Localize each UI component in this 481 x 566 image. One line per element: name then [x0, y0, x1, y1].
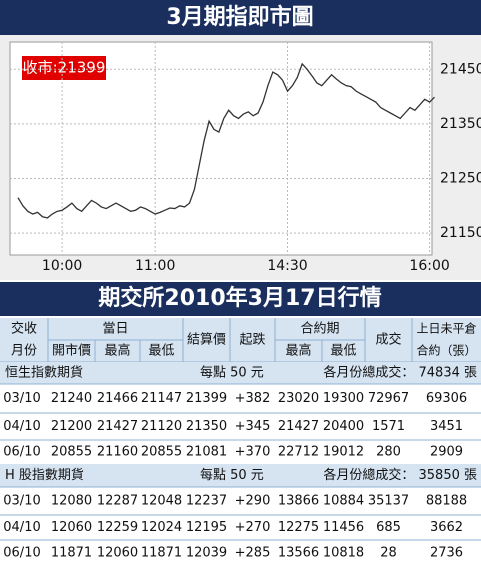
table-text: 合約（張）: [416, 343, 476, 358]
table-text: 最低: [330, 344, 356, 359]
table-text: 88188: [426, 494, 467, 509]
table-text: 最高: [285, 343, 311, 359]
table-text: 月份: [11, 344, 37, 359]
table-text: 11871: [141, 546, 182, 561]
y-tick-label: 21350: [440, 116, 481, 132]
table-text: H 股指數期貨: [5, 467, 84, 483]
table-text: 12259: [97, 520, 138, 535]
table-text: 3451: [430, 419, 463, 434]
table-text: 685: [376, 520, 401, 535]
table-text: 21399: [186, 391, 227, 406]
table-text: 每點 50 元: [200, 365, 264, 381]
table-text: 交收: [11, 321, 37, 337]
table-text: +290: [235, 494, 271, 509]
table-text: 最高: [104, 343, 130, 359]
x-tick-label: 11:00: [135, 258, 175, 274]
table-text: 各月份總成交： 74834 張: [323, 365, 477, 381]
table-text: 69306: [426, 391, 467, 406]
table-text: 03/10: [3, 494, 40, 509]
section-bg: [0, 362, 481, 384]
table-text: 21081: [186, 445, 227, 460]
table-text: 06/10: [3, 546, 40, 561]
table-text: 280: [376, 445, 401, 460]
table-title: 期交所2010年3月17日行情: [98, 285, 381, 311]
table-text: 21120: [141, 419, 182, 434]
table-text: 72967: [368, 391, 409, 406]
table-text: 20855: [141, 445, 182, 460]
x-tick-label: 10:00: [42, 258, 82, 274]
table-text: +270: [235, 520, 271, 535]
table-text: 11456: [323, 520, 364, 535]
table-text: 20400: [323, 419, 364, 434]
table-text: 12275: [278, 520, 319, 535]
table-text: 10884: [323, 494, 364, 509]
table-text: 1571: [372, 419, 405, 434]
table-text: 各月份總成交： 35850 張: [323, 467, 477, 483]
table-text: 起跌: [239, 332, 265, 348]
table-text: 恒生指數期貨: [5, 365, 83, 381]
table-text: 12237: [186, 494, 227, 509]
table-text: 每點 50 元: [200, 467, 264, 483]
title-bar: [0, 0, 481, 35]
table-text: 19012: [323, 445, 364, 460]
table-text: 06/10: [3, 445, 40, 460]
table-text: 最低: [148, 344, 174, 359]
table-text: 12060: [97, 546, 138, 561]
table-text: 21160: [97, 445, 138, 460]
table-text: 11871: [51, 546, 92, 561]
table-text: 開市價: [52, 343, 91, 359]
table-text: 12060: [51, 520, 92, 535]
table-text: 2736: [430, 546, 463, 561]
price-line: [17, 62, 435, 219]
table-text: +285: [235, 546, 271, 561]
table-text: 12024: [141, 520, 182, 535]
table-text: +370: [235, 445, 271, 460]
table-text: 19300: [323, 391, 364, 406]
table-text: 3662: [430, 520, 463, 535]
table-text: 10818: [323, 546, 364, 561]
table-text: 21350: [186, 419, 227, 434]
table-text: 23020: [278, 391, 319, 406]
table-text: 2909: [430, 445, 463, 460]
table-text: 35137: [368, 494, 409, 509]
table-text: 12039: [186, 546, 227, 561]
close-label: 收市:21399: [23, 59, 106, 77]
y-tick-label: 21450: [440, 61, 481, 77]
table-text: 22712: [278, 445, 319, 460]
table-text: 13566: [278, 546, 319, 561]
close-label-bg: [22, 56, 106, 80]
chart-title: 3月期指即市圖: [166, 4, 313, 30]
table-text: 20855: [51, 445, 92, 460]
y-tick-label: 21150: [440, 225, 481, 241]
table-text: 12195: [186, 520, 227, 535]
table-text: 03/10: [3, 391, 40, 406]
table-text: 結算價: [187, 333, 226, 348]
table-text: 04/10: [3, 419, 40, 434]
table-text: 21240: [51, 391, 92, 406]
table-text: 21427: [97, 419, 138, 434]
table-text: 13866: [278, 494, 319, 509]
table-text: +345: [235, 419, 271, 434]
x-tick-label: 14:30: [267, 258, 307, 274]
table-text: 21200: [51, 419, 92, 434]
table-text: 12080: [51, 494, 92, 509]
section-bg: [0, 464, 481, 487]
table-text: 21147: [141, 391, 182, 406]
table-text: 當日: [102, 322, 128, 337]
table-text: +382: [235, 391, 271, 406]
table-text: 上日未平倉: [416, 321, 476, 336]
table-text: 合約期: [300, 322, 339, 337]
table-text: 12048: [141, 494, 182, 509]
table-text: 04/10: [3, 520, 40, 535]
table-text: 28: [380, 546, 397, 561]
y-tick-label: 21250: [440, 171, 481, 187]
table-text: 12287: [97, 494, 138, 509]
table-title-bar: [0, 282, 481, 316]
table-text: 成交: [375, 332, 401, 348]
table-text: 21466: [97, 391, 138, 406]
table-text: 21427: [278, 419, 319, 434]
x-tick-label: 16:00: [409, 258, 449, 274]
